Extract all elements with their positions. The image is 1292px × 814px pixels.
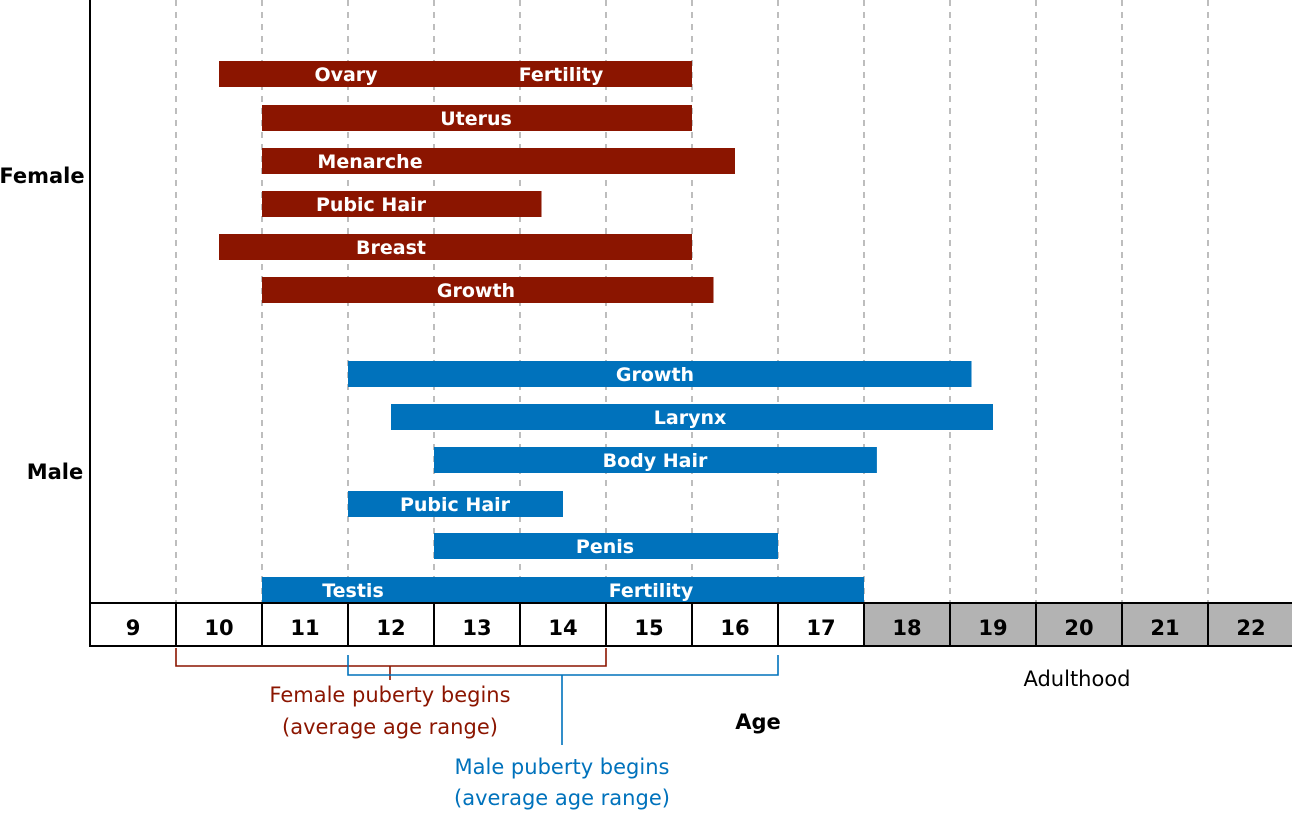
x-tick-label: 14 <box>548 616 577 640</box>
x-tick-label: 11 <box>290 616 319 640</box>
onset-label: (average age range) <box>282 715 498 739</box>
group-label-female: Female <box>0 164 85 188</box>
bar-female-breast <box>219 234 692 260</box>
bar-male-testis <box>262 577 864 603</box>
x-tick-label: 18 <box>892 616 921 640</box>
onset-label: Female puberty begins <box>269 683 510 707</box>
x-tick-label: 10 <box>204 616 233 640</box>
axis-cell <box>1035 602 1123 647</box>
bar-label: Pubic Hair <box>400 494 511 516</box>
bar-label: Uterus <box>440 108 512 130</box>
axis-cell <box>949 602 1037 647</box>
axis-cell <box>89 602 177 647</box>
axis-cell <box>605 602 693 647</box>
group-label-male: Male <box>27 460 84 484</box>
adulthood-label: Adulthood <box>1023 667 1130 691</box>
x-tick-label: 20 <box>1064 616 1093 640</box>
bar-male-pubic-hair <box>348 491 563 517</box>
onset-label: (average age range) <box>454 786 670 810</box>
axis-cell <box>691 602 779 647</box>
x-tick-label: 19 <box>978 616 1007 640</box>
bar-label: Fertility <box>519 64 604 86</box>
bar-female-uterus <box>262 105 692 131</box>
onset-bracket-male <box>347 655 779 745</box>
bar-female-ovary <box>219 61 692 87</box>
bar-label: Testis <box>322 580 384 602</box>
x-tick-label: 21 <box>1150 616 1179 640</box>
bar-female-growth <box>262 277 714 303</box>
bar-male-growth <box>348 361 972 387</box>
x-tick-label: 16 <box>720 616 749 640</box>
x-tick-label: 9 <box>126 616 141 640</box>
axis-cell <box>1207 602 1292 647</box>
bar-label: Ovary <box>314 64 378 86</box>
onset-bracket-female <box>175 648 607 680</box>
axis-cell <box>261 602 349 647</box>
bar-male-body-hair <box>434 447 877 473</box>
x-tick-label: 15 <box>634 616 663 640</box>
x-tick-label: 12 <box>376 616 405 640</box>
bar-label: Growth <box>616 364 694 386</box>
x-tick-label: 17 <box>806 616 835 640</box>
bar-female-pubic-hair <box>262 191 542 217</box>
axis-cell <box>863 602 951 647</box>
bar-label: Penis <box>576 536 634 558</box>
axis-cell <box>1121 602 1209 647</box>
bar-label: Body Hair <box>603 450 708 472</box>
bar-label: Fertility <box>609 580 694 602</box>
bar-label: Larynx <box>654 407 726 429</box>
x-tick-label: 13 <box>462 616 491 640</box>
x-axis-title: Age <box>735 710 781 734</box>
bar-label: Pubic Hair <box>316 194 427 216</box>
bar-label: Growth <box>437 280 515 302</box>
x-tick-label: 22 <box>1236 616 1265 640</box>
onset-label: Male puberty begins <box>455 755 670 779</box>
bar-male-larynx <box>391 404 993 430</box>
bar-label: Breast <box>356 237 426 259</box>
bar-male-penis <box>434 533 778 559</box>
axis-cell <box>433 602 521 647</box>
bar-label: Menarche <box>317 151 422 173</box>
bar-female-menarche <box>262 148 735 174</box>
